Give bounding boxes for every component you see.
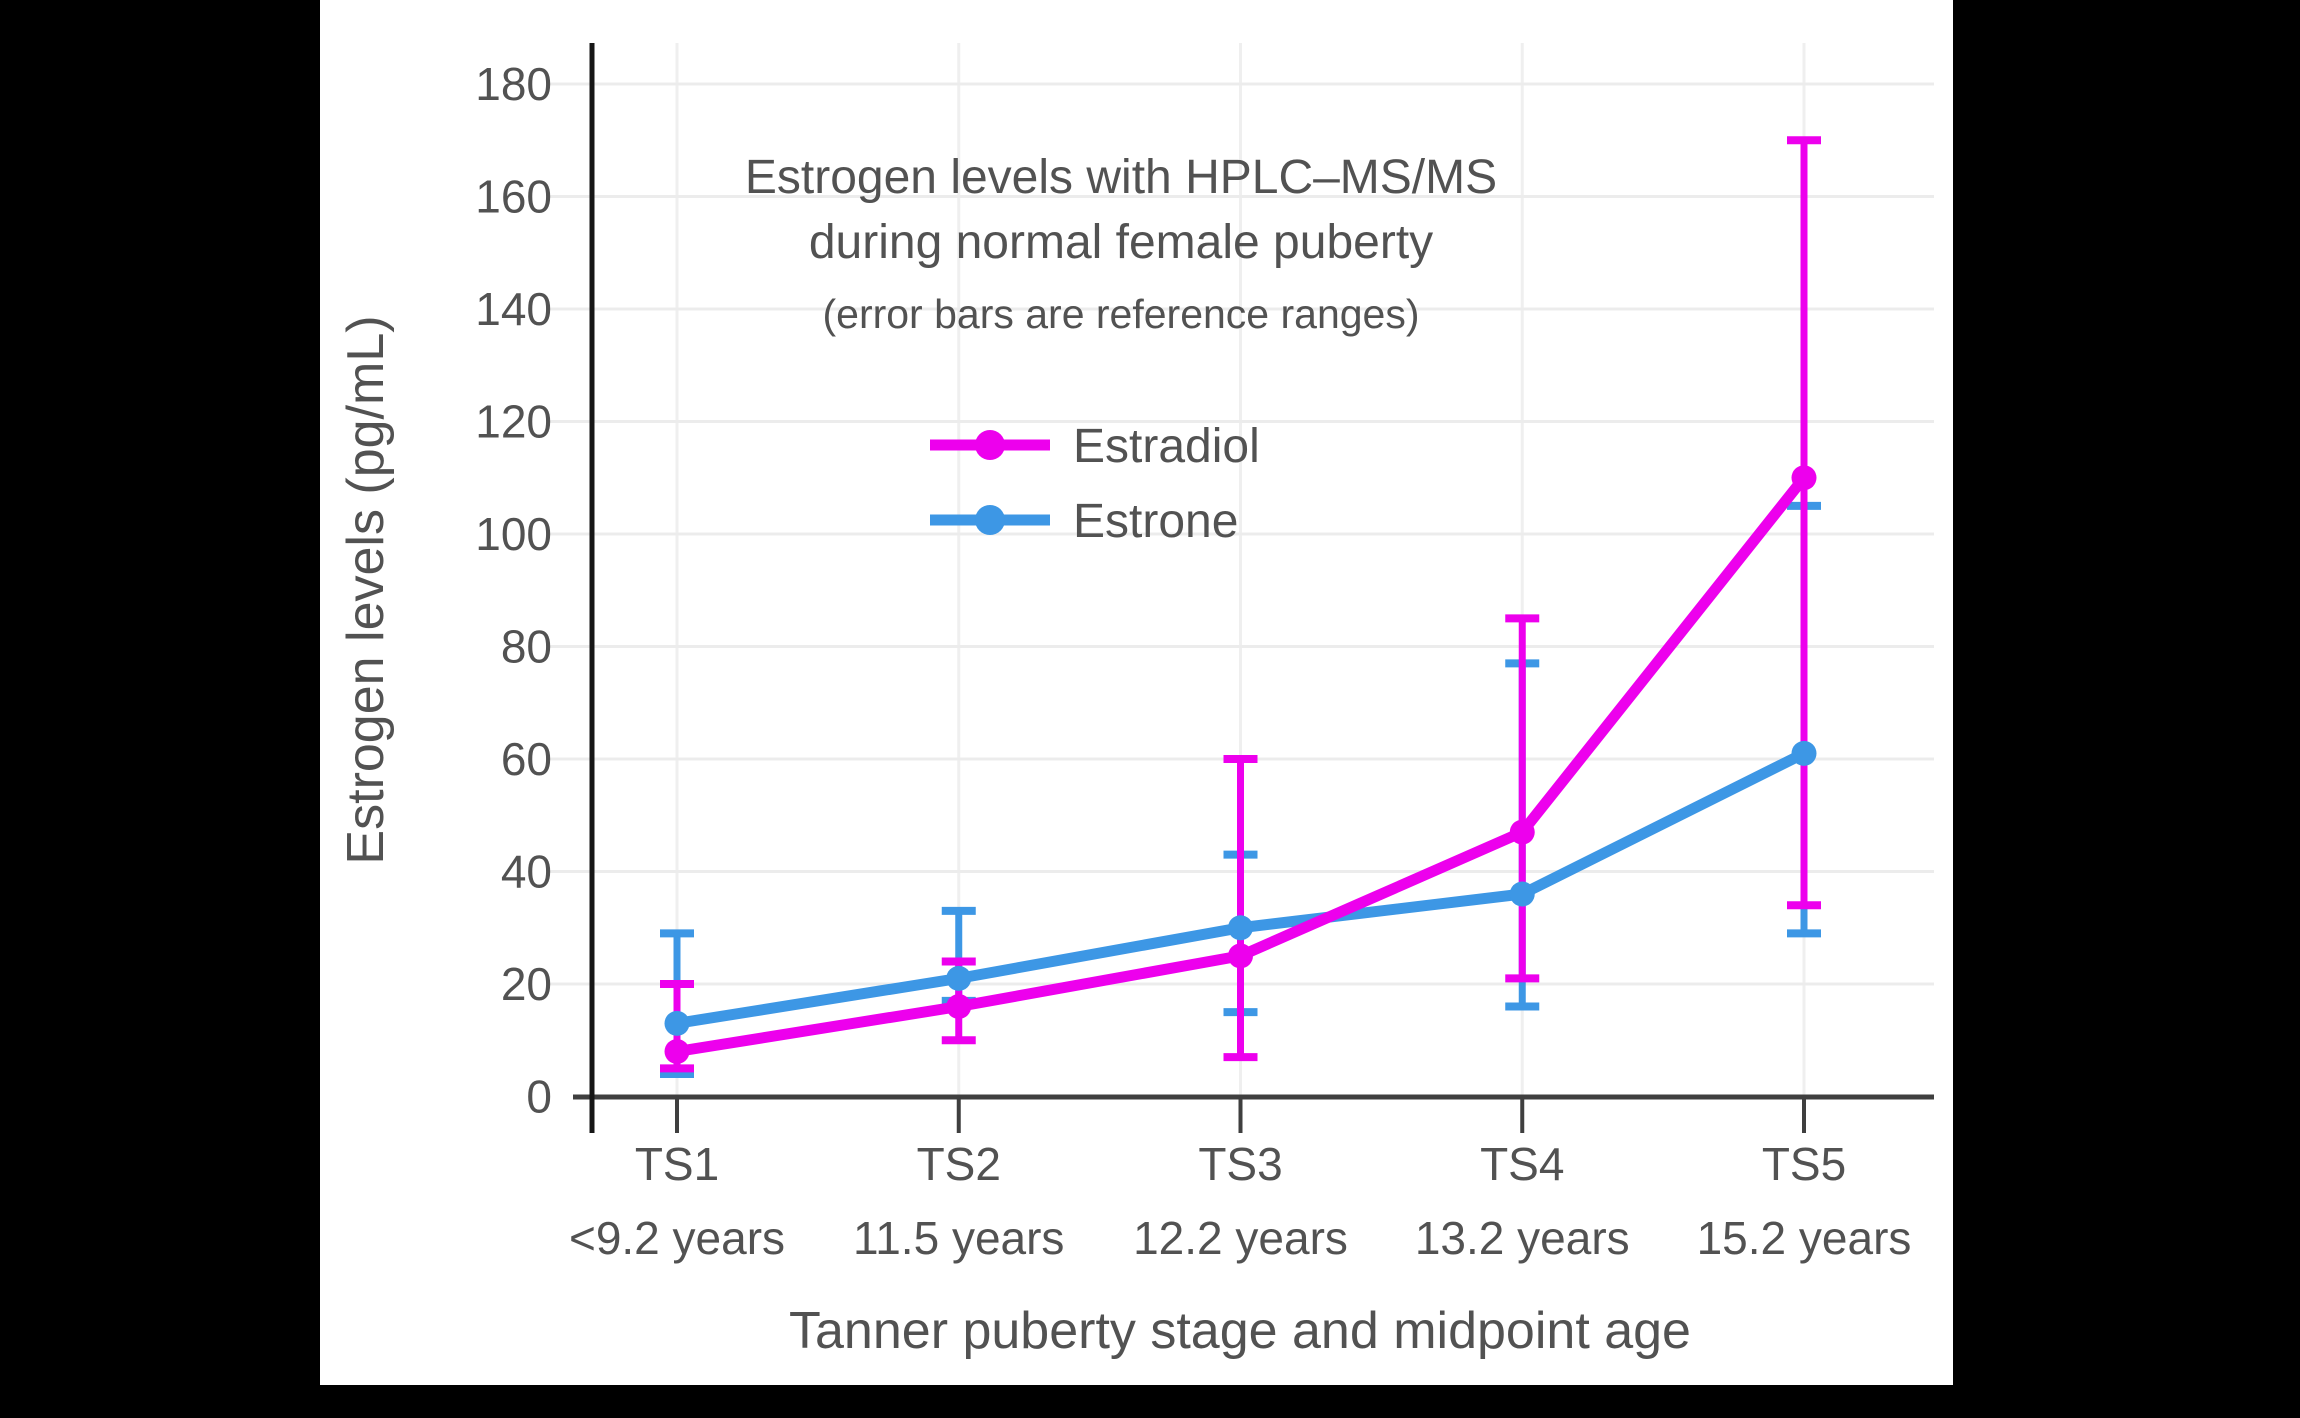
x-age-label: 13.2 years (1415, 1212, 1630, 1264)
x-age-label: 15.2 years (1697, 1212, 1912, 1264)
x-category-label: TS1 (635, 1138, 719, 1190)
x-category-label: TS2 (917, 1138, 1001, 1190)
y-tick-label: 80 (501, 621, 552, 673)
x-age-label: 11.5 years (853, 1212, 1064, 1264)
data-point-estrone (1228, 915, 1253, 941)
legend-item: Estrone (930, 495, 1238, 548)
y-tick-label: 20 (501, 958, 552, 1010)
error-bar (1787, 136, 1821, 910)
tick-label-layer: 0 20 40 60 80 100 120 140 160 180 TS1 <9.2 years TS2… (475, 58, 1911, 1264)
series-layer (660, 136, 1821, 1078)
error-bar (1223, 755, 1258, 1062)
x-category-label: TS4 (1480, 1138, 1564, 1190)
y-tick-label: 180 (475, 58, 552, 110)
legend-label: Estradiol (1073, 420, 1260, 473)
grid-layer (550, 43, 1934, 1097)
legend: Estradiol Estrone (930, 420, 1260, 548)
data-point-estradiol (664, 1039, 690, 1064)
data-point-estrone (664, 1010, 690, 1036)
x-category-label: TS3 (1198, 1138, 1282, 1190)
y-tick-label: 0 (526, 1071, 552, 1123)
error-bar (1505, 614, 1540, 983)
data-point-estradiol (1228, 943, 1253, 969)
legend-dot (975, 430, 1005, 460)
y-tick-label: 160 (475, 171, 552, 223)
data-point-estradiol (1791, 465, 1817, 491)
chart-title-line2: during normal female puberty (809, 216, 1433, 269)
y-axis-title: Estrogen levels (pg/mL) (337, 315, 395, 864)
x-axis-title: Tanner puberty stage and midpoint age (789, 1302, 1691, 1360)
chart-title-line1: Estrogen levels with HPLC–MS/MS (745, 151, 1497, 204)
legend-item: Estradiol (930, 420, 1260, 473)
y-tick-label: 40 (501, 846, 552, 898)
data-point-estrone (1791, 740, 1817, 766)
data-point-estrone (1509, 881, 1535, 907)
chart-subtitle: (error bars are reference ranges) (822, 291, 1419, 337)
legend-label: Estrone (1073, 495, 1238, 548)
data-point-estradiol (946, 994, 972, 1019)
data-point-estrone (946, 965, 972, 991)
axis-layer (573, 43, 1934, 1133)
data-point-estradiol (1509, 819, 1535, 845)
x-category-label: TS5 (1762, 1138, 1846, 1190)
y-tick-label: 140 (475, 283, 552, 335)
legend-dot (975, 505, 1005, 535)
y-tick-label: 100 (475, 508, 552, 560)
x-age-label: 12.2 years (1133, 1212, 1348, 1264)
x-age-label: <9.2 years (569, 1212, 785, 1264)
y-tick-label: 120 (475, 396, 552, 448)
y-tick-label: 60 (501, 733, 552, 785)
